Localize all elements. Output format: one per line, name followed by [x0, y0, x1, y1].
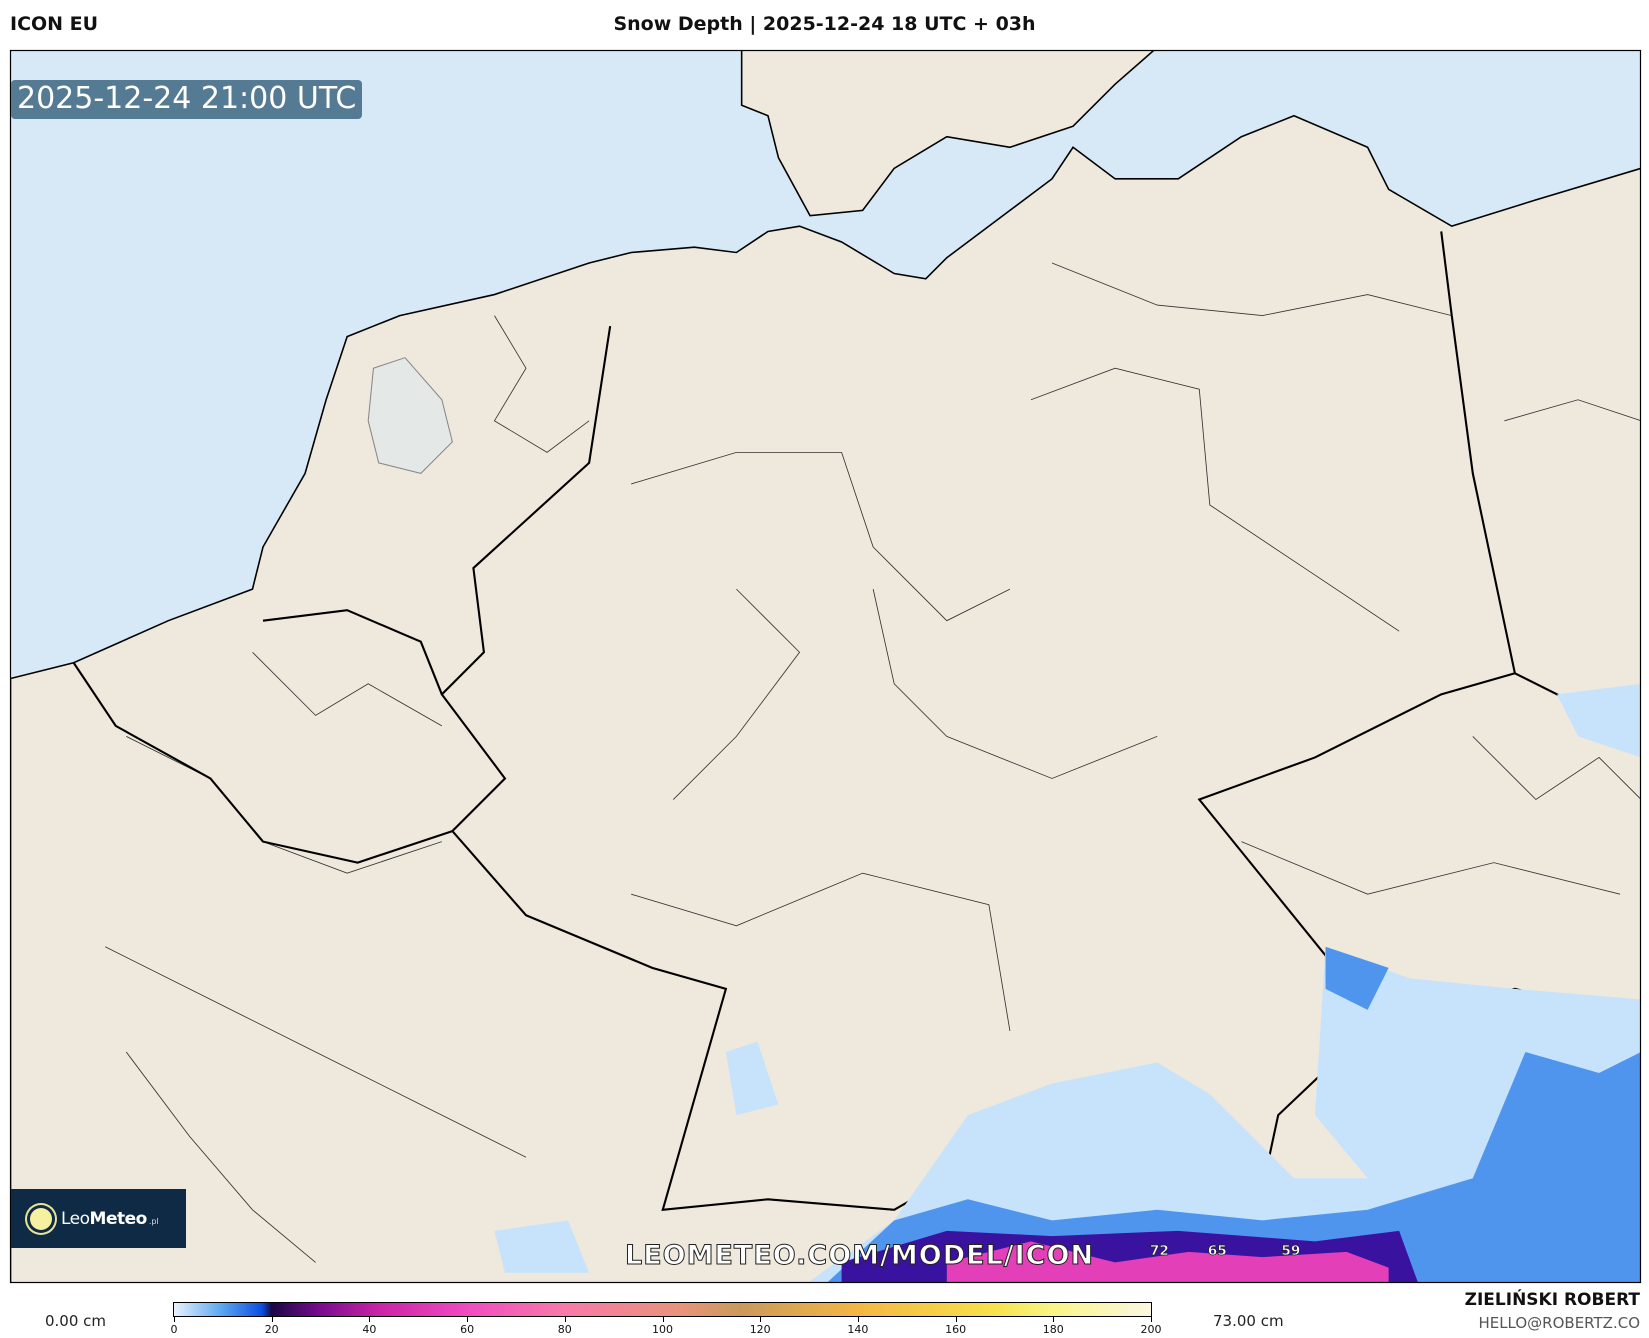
author-email: HELLO@ROBERTZ.CO — [1478, 1314, 1640, 1332]
value-label: 72 — [1150, 1243, 1169, 1259]
value-label: 59 — [1281, 1243, 1300, 1259]
sun-icon — [30, 1207, 52, 1230]
legend-max-label: 73.00 cm — [1213, 1312, 1284, 1330]
colorbar-tick — [1053, 1317, 1055, 1322]
colorbar-tick — [369, 1317, 371, 1322]
colorbar-tick-label: 140 — [847, 1323, 869, 1336]
colorbar-tick — [760, 1317, 762, 1322]
colorbar-tick — [857, 1317, 859, 1322]
colorbar-tick — [955, 1317, 957, 1322]
map-frame — [9, 49, 1642, 1284]
colorbar-tick-label: 80 — [557, 1323, 572, 1336]
colorbar-tick — [467, 1317, 469, 1322]
author-credit: ZIELIŃSKI ROBERT — [1464, 1290, 1640, 1310]
colorbar-tick-label: 160 — [945, 1323, 967, 1336]
logo-suffix: .pl — [148, 1217, 159, 1226]
colorbar-tick — [174, 1317, 175, 1322]
snow-cover — [494, 683, 1641, 1283]
colorbar-tick — [271, 1317, 273, 1322]
valid-time-label: 2025-12-24 21:00 UTC — [11, 80, 363, 119]
colorbar-tick-label: 120 — [749, 1323, 771, 1336]
chart-title: Snow Depth | 2025-12-24 18 UTC + 03h — [613, 13, 1036, 35]
colorbar-tick-label: 20 — [264, 1323, 279, 1336]
value-label: 65 — [1208, 1243, 1227, 1259]
leometeo-logo: LeoMeteo .pl — [11, 1189, 186, 1248]
regional-borders — [105, 262, 1641, 1263]
logo-text-light: Leo — [61, 1208, 90, 1229]
legend-min-label: 0.00 cm — [45, 1312, 107, 1330]
colorbar-tick — [1151, 1317, 1152, 1322]
colorbar-tick — [662, 1317, 664, 1322]
model-name: ICON EU — [10, 13, 99, 35]
ijsselmeer — [367, 357, 453, 474]
watermark: LEOMETEO.COM/MODEL/ICON — [624, 1240, 1095, 1272]
colorbar-tick-label: 100 — [652, 1323, 673, 1336]
colorbar-tick — [564, 1317, 566, 1322]
colorbar-tick-label: 180 — [1042, 1323, 1064, 1336]
land-denmark — [740, 50, 1155, 217]
colorbar-tick-label: 200 — [1140, 1323, 1162, 1336]
colorbar — [173, 1302, 1152, 1317]
colorbar-tick-label: 40 — [362, 1323, 377, 1336]
colorbar-tick-label: 0 — [170, 1323, 178, 1336]
logo-text-bold: Meteo — [89, 1208, 148, 1229]
colorbar-tick-label: 60 — [460, 1323, 475, 1336]
